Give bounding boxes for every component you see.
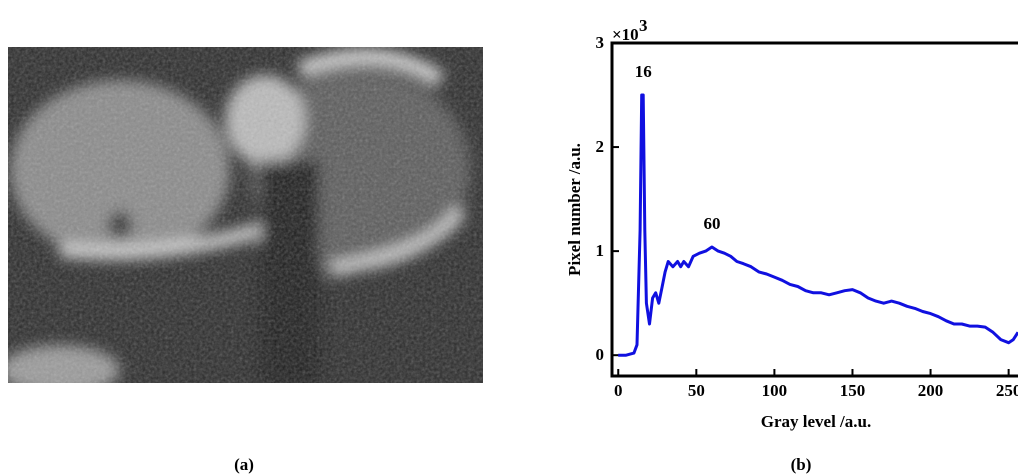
y-tick-label: 2 [596,137,605,156]
x-tick-label: 0 [614,381,623,400]
plot-frame [610,41,1018,378]
x-tick-label: 250 [996,381,1018,400]
x-axis-label: Gray level /a.u. [761,412,871,431]
data-line [618,93,1018,357]
x-tick-label: 200 [918,381,944,400]
ultrasound-image [8,47,483,383]
x-tick-label: 150 [840,381,866,400]
x-tick-label: 100 [762,381,788,400]
y-tick-label: 3 [596,33,605,52]
y-scale-base: ×10 [612,25,639,44]
panel-label: (b) [791,455,812,474]
peak-annotation: 60 [703,214,720,233]
y-scale-exponent: 3 [639,16,648,35]
y-axis-label: Pixel number /a.u. [565,143,584,276]
x-tick-label: 50 [688,381,705,400]
y-tick-label: 1 [596,241,605,260]
y-tick-label: 0 [596,345,605,364]
panel-label: (a) [234,455,254,474]
peak-annotation: 16 [635,62,652,81]
